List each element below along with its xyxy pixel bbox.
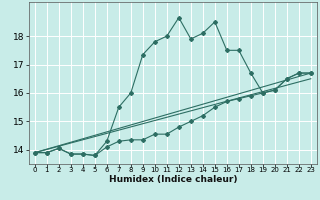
X-axis label: Humidex (Indice chaleur): Humidex (Indice chaleur) xyxy=(108,175,237,184)
